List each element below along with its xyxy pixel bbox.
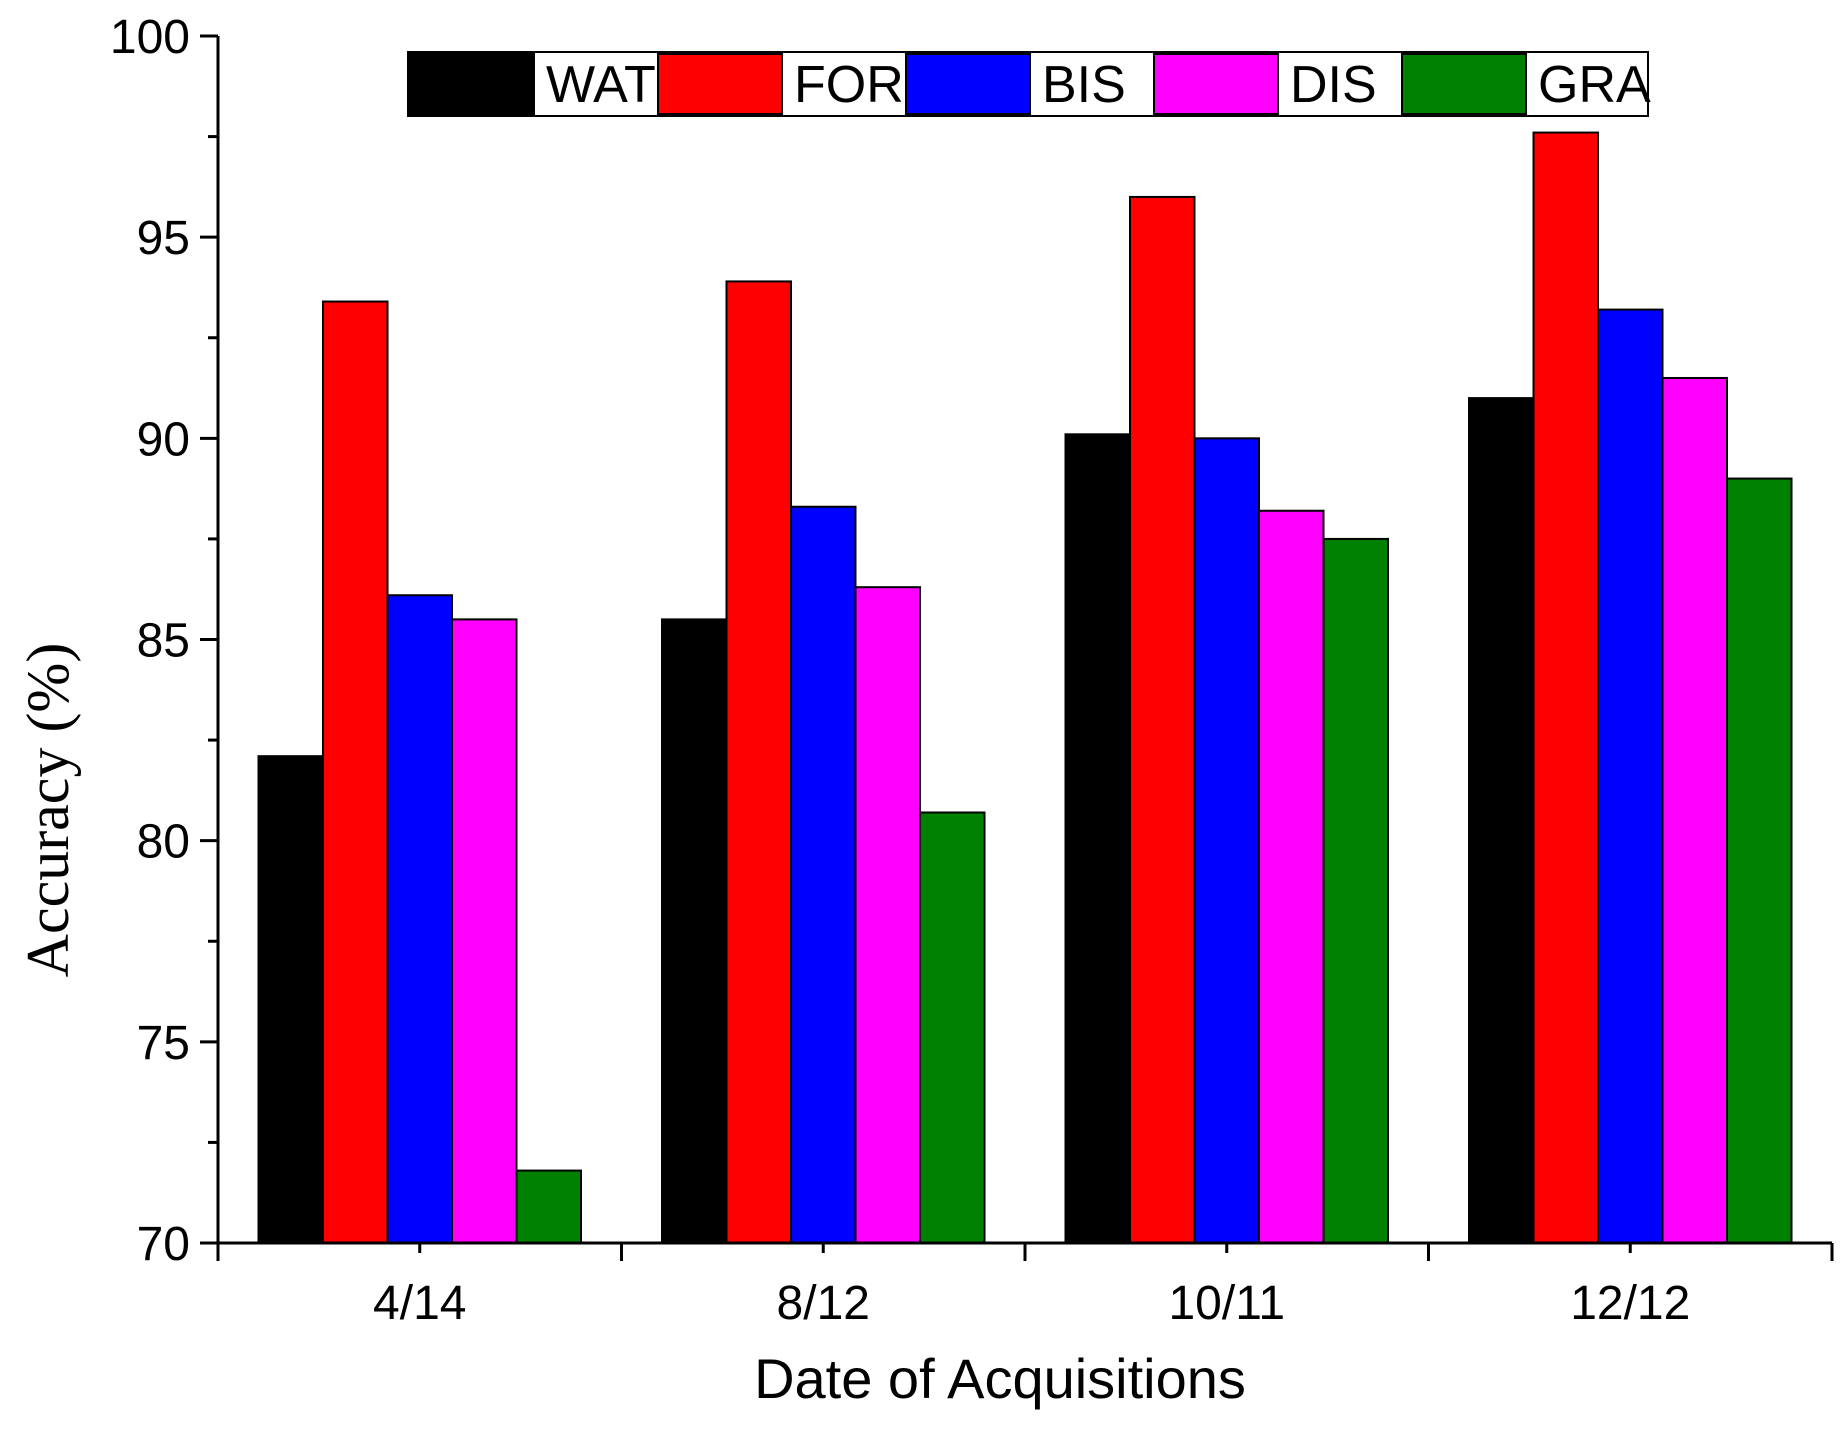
legend-label-for: FOR: [794, 56, 904, 114]
bar-for-4: [1532, 131, 1599, 1244]
x-tick-label: 10/11: [1168, 1277, 1285, 1330]
bar-wat-3: [1064, 433, 1131, 1244]
y-tick-label: 85: [137, 615, 190, 668]
bar-dis-4: [1661, 376, 1728, 1244]
y-axis-title: Accuracy (%): [15, 643, 81, 978]
y-tick-label: 90: [137, 413, 190, 466]
legend-swatch-dis: [1153, 53, 1279, 115]
legend-label-wat: WAT: [546, 56, 656, 114]
y-tick-label: 80: [137, 816, 190, 869]
bar-for-2: [725, 280, 792, 1244]
bar-gra-3: [1322, 537, 1389, 1244]
legend-label-dis: DIS: [1290, 56, 1377, 114]
bar-bis-1: [386, 594, 453, 1244]
bar-dis-3: [1258, 509, 1325, 1244]
bar-for-1: [322, 300, 389, 1245]
x-tick-label: 12/12: [1570, 1277, 1690, 1330]
legend-swatch-wat: [409, 53, 535, 115]
x-axis-title: Date of Acquisitions: [754, 1347, 1246, 1410]
bar-wat-2: [661, 618, 728, 1244]
bar-wat-1: [257, 755, 324, 1245]
bar-gra-1: [515, 1169, 582, 1244]
legend-swatch-bis: [905, 53, 1031, 115]
y-tick-label: 100: [110, 11, 190, 64]
legend-swatch-gra: [1401, 53, 1527, 115]
legend-swatch-for: [657, 53, 783, 115]
bar-bis-2: [790, 505, 857, 1245]
bar-bis-4: [1597, 308, 1664, 1244]
bars-group: [257, 131, 1793, 1245]
ticks-group: 70 75 80 85 90 95 100 4/14 8/12 10/11 12/12: [110, 11, 1834, 1330]
bar-dis-2: [854, 586, 921, 1244]
legend-label-gra: GRA: [1538, 56, 1651, 114]
y-tick-label: 95: [137, 212, 190, 265]
bar-bis-3: [1193, 437, 1260, 1245]
legend-label-bis: BIS: [1042, 56, 1126, 114]
bar-gra-4: [1726, 477, 1793, 1245]
y-tick-label: 70: [137, 1218, 190, 1271]
x-tick-label: 4/14: [373, 1277, 466, 1330]
x-tick-label: 8/12: [777, 1277, 870, 1330]
bar-wat-4: [1468, 397, 1535, 1245]
legend: WAT FOR BIS DIS GRA: [407, 51, 1651, 117]
bar-gra-2: [919, 811, 986, 1245]
y-tick-label: 75: [137, 1017, 190, 1070]
bar-for-3: [1129, 195, 1196, 1244]
bar-dis-1: [451, 618, 518, 1244]
